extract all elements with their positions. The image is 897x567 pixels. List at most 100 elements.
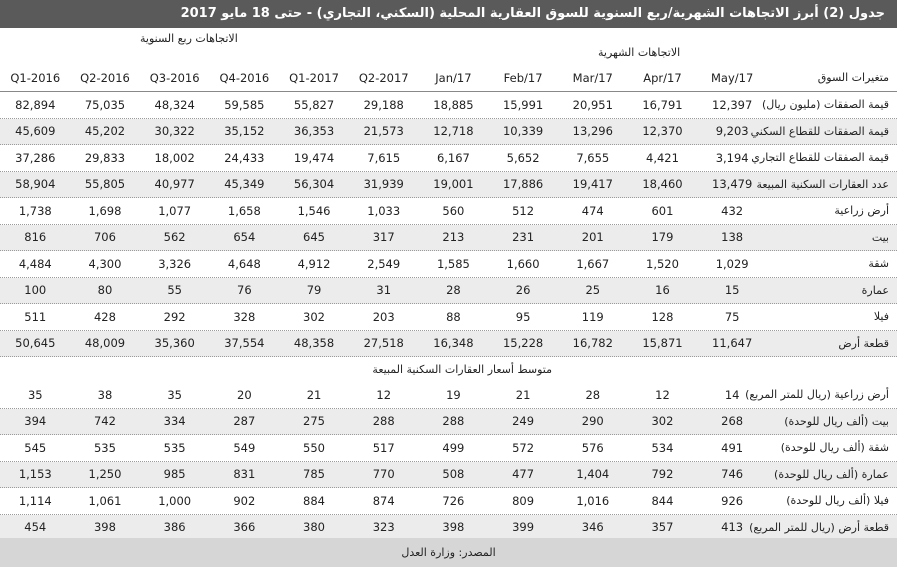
value-cell: 399 bbox=[512, 520, 535, 535]
row-label: قيمة الصفقات للقطاع السكني bbox=[750, 124, 889, 138]
prices-heading: متوسط أسعار العقارات السكنية المبيعة bbox=[372, 363, 552, 376]
value-cell: 18,885 bbox=[433, 97, 474, 112]
row-label: قيمة الصفقات للقطاع التجاري bbox=[751, 151, 889, 165]
value-cell: 213 bbox=[442, 230, 465, 245]
value-cell: 203 bbox=[372, 309, 395, 324]
value-cell: 287 bbox=[233, 414, 256, 429]
value-cell: 19,417 bbox=[572, 177, 613, 192]
value-cell: 844 bbox=[651, 493, 674, 508]
value-cell: 201 bbox=[581, 230, 604, 245]
value-cell: 82,894 bbox=[15, 97, 56, 112]
value-cell: 4,912 bbox=[297, 256, 331, 271]
value-cell: 275 bbox=[303, 414, 325, 429]
value-cell: 1,250 bbox=[88, 467, 122, 482]
value-cell: 40,977 bbox=[154, 177, 195, 192]
value-cell: 550 bbox=[303, 440, 325, 455]
value-cell: 809 bbox=[512, 493, 535, 508]
value-cell: 15 bbox=[724, 283, 740, 298]
value-cell: 816 bbox=[24, 230, 47, 245]
value-cell: 21 bbox=[515, 387, 531, 402]
table-row: أرض زراعية (ريال للمتر المربع) 14 12 28 21 19… bbox=[0, 382, 897, 409]
table-row: عمارة (ألف ريال للوحدة) 746 792 1,404 477 508… bbox=[0, 461, 897, 488]
value-cell: 35 bbox=[27, 387, 43, 402]
value-cell: 545 bbox=[24, 440, 47, 455]
value-cell: 302 bbox=[303, 309, 325, 324]
value-cell: 24,433 bbox=[224, 150, 265, 165]
value-cell: 517 bbox=[372, 440, 395, 455]
value-cell: 21,573 bbox=[363, 124, 404, 139]
value-cell: 645 bbox=[303, 230, 325, 245]
value-cell: 36,353 bbox=[293, 124, 335, 139]
row-label: بيت (ألف ريال للوحدة) bbox=[784, 414, 889, 428]
value-cell: 55,827 bbox=[293, 97, 335, 112]
row-label: بيت bbox=[871, 230, 889, 244]
value-cell: 560 bbox=[442, 203, 465, 218]
row-label: عمارة bbox=[861, 283, 889, 297]
value-cell: 79 bbox=[306, 283, 322, 298]
value-cell: 100 bbox=[24, 283, 47, 298]
value-cell: 3,326 bbox=[158, 256, 192, 271]
value-cell: 534 bbox=[651, 440, 674, 455]
value-cell: 11,647 bbox=[712, 336, 753, 351]
value-cell: 474 bbox=[581, 203, 604, 218]
value-cell: 512 bbox=[512, 203, 535, 218]
value-cell: 128 bbox=[651, 309, 674, 324]
value-cell: 742 bbox=[93, 414, 116, 429]
table-row: بيت (ألف ريال للوحدة) 268 302 290 249 288 288 2… bbox=[0, 408, 897, 435]
value-cell: 15,228 bbox=[502, 336, 544, 351]
row-label: عمارة (ألف ريال للوحدة) bbox=[774, 467, 889, 481]
prices-table: أرض زراعية (ريال للمتر المربع) 14 12 28 21 19… bbox=[0, 382, 897, 541]
value-cell: 1,061 bbox=[88, 493, 122, 508]
value-cell: 12,370 bbox=[642, 124, 683, 139]
value-cell: 785 bbox=[303, 467, 325, 482]
table-row: قطعة أرض (ريال للمتر المربع) 413 357 346 399… bbox=[0, 514, 897, 541]
value-cell: 317 bbox=[372, 230, 395, 245]
column-header: 2016-Q4 bbox=[219, 70, 270, 85]
value-cell: 95 bbox=[515, 309, 531, 324]
value-cell: 5,652 bbox=[506, 150, 540, 165]
column-header: 2017-Q1 bbox=[289, 70, 339, 85]
group-headings: الاتجاهات ربع السنوية الاتجاهات الشهرية bbox=[0, 28, 897, 64]
value-cell: 16,782 bbox=[572, 336, 613, 351]
value-cell: 292 bbox=[163, 309, 186, 324]
table-row: قيمة الصفقات (مليون ريال) 12,397 16,791 20,… bbox=[0, 92, 897, 119]
value-cell: 1,114 bbox=[18, 493, 52, 508]
value-cell: 323 bbox=[372, 520, 395, 535]
value-cell: 29,188 bbox=[363, 97, 404, 112]
title: جدول (2) أبرز الاتجاهات الشهرية/ربع السن… bbox=[0, 0, 897, 28]
value-cell: 432 bbox=[721, 203, 744, 218]
value-cell: 1,077 bbox=[158, 203, 192, 218]
value-cell: 302 bbox=[651, 414, 674, 429]
value-cell: 10,339 bbox=[502, 124, 544, 139]
value-cell: 874 bbox=[372, 493, 395, 508]
value-cell: 902 bbox=[233, 493, 256, 508]
table-row: عدد العقارات السكنية المبيعة 13,479 18,460… bbox=[0, 171, 897, 198]
column-header: Jan/17 bbox=[435, 70, 472, 85]
value-cell: 549 bbox=[233, 440, 256, 455]
value-cell: 4,648 bbox=[227, 256, 261, 271]
table-row: قيمة الصفقات للقطاع التجاري 3,194 4,421 7,6… bbox=[0, 145, 897, 172]
value-cell: 601 bbox=[651, 203, 674, 218]
value-cell: 75 bbox=[724, 309, 740, 324]
column-header: Feb/17 bbox=[503, 70, 543, 85]
value-cell: 288 bbox=[372, 414, 395, 429]
value-cell: 12,397 bbox=[712, 97, 753, 112]
column-header: 2016-Q3 bbox=[149, 70, 200, 85]
table-row: قيمة الصفقات للقطاع السكني 9,203 12,370 13,… bbox=[0, 118, 897, 145]
value-cell: 7,615 bbox=[367, 150, 401, 165]
column-header: 2016-Q1 bbox=[10, 70, 61, 85]
value-cell: 535 bbox=[163, 440, 186, 455]
value-cell: 25 bbox=[585, 283, 601, 298]
value-cell: 179 bbox=[651, 230, 674, 245]
table-row: أرض زراعية 432 601 474 512 560 1,033 1,546 1,658… bbox=[0, 198, 897, 225]
value-cell: 26 bbox=[515, 283, 531, 298]
value-cell: 35,152 bbox=[224, 124, 265, 139]
value-cell: 17,886 bbox=[502, 177, 544, 192]
value-cell: 428 bbox=[93, 309, 116, 324]
value-cell: 4,421 bbox=[646, 150, 679, 165]
header-row: متغيرات السوق May/17 Apr/17 Mar/17 Feb/17 Jan… bbox=[0, 64, 897, 92]
value-cell: 48,324 bbox=[154, 97, 195, 112]
row-label: شقة bbox=[868, 257, 889, 271]
value-cell: 831 bbox=[233, 467, 256, 482]
value-cell: 12,718 bbox=[433, 124, 474, 139]
